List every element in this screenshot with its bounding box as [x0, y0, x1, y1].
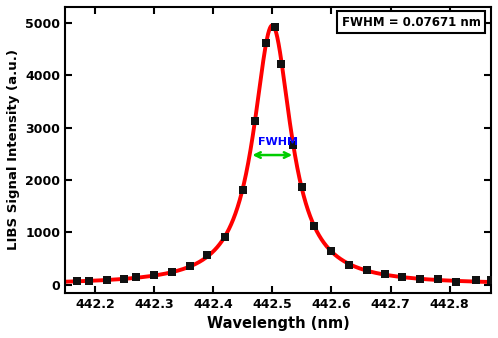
Point — [345, 262, 353, 267]
Point — [363, 268, 371, 273]
Text: FWHM: FWHM — [258, 137, 298, 147]
Point — [121, 276, 128, 282]
Point — [434, 277, 442, 282]
Point — [271, 24, 279, 30]
Point — [262, 41, 270, 46]
Y-axis label: LIBS Signal Intensity (a.u.): LIBS Signal Intensity (a.u.) — [7, 49, 20, 250]
Point — [85, 279, 93, 284]
Point — [472, 277, 480, 282]
Point — [203, 252, 211, 258]
Point — [277, 61, 285, 67]
Point — [452, 279, 460, 285]
Point — [103, 277, 111, 283]
Point — [328, 248, 336, 254]
Point — [380, 271, 388, 277]
Point — [73, 278, 81, 284]
Point — [310, 224, 318, 229]
Point — [221, 235, 229, 240]
Point — [239, 188, 247, 193]
X-axis label: Wavelength (nm): Wavelength (nm) — [207, 316, 350, 331]
Point — [398, 275, 406, 280]
Point — [487, 278, 495, 283]
Point — [150, 272, 158, 278]
Point — [289, 142, 297, 147]
Point — [416, 276, 424, 282]
Text: FWHM = 0.07671 nm: FWHM = 0.07671 nm — [342, 16, 481, 28]
Point — [250, 118, 258, 123]
Point — [298, 184, 306, 189]
Point — [168, 270, 176, 275]
Point — [132, 275, 140, 280]
Point — [186, 263, 194, 268]
